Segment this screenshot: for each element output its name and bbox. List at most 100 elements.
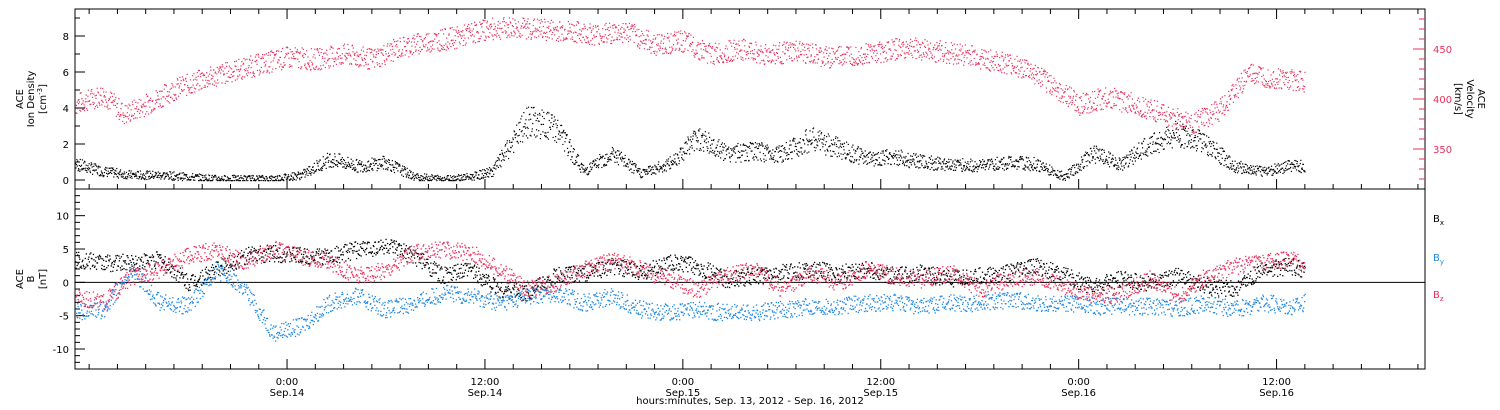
- velocity-point: [1229, 94, 1231, 96]
- velocity-point: [832, 48, 834, 50]
- density-point: [264, 180, 267, 182]
- velocity-point: [1027, 62, 1029, 64]
- density-point: [115, 173, 117, 176]
- velocity-point: [675, 39, 678, 41]
- velocity-point: [1033, 74, 1035, 76]
- velocity-point: [536, 28, 538, 30]
- velocity-point: [1058, 82, 1061, 85]
- velocity-point: [501, 31, 503, 33]
- density-point: [408, 174, 410, 176]
- velocity-point: [457, 30, 460, 32]
- velocity-point: [1230, 89, 1232, 91]
- density-point: [418, 176, 420, 179]
- density-point: [197, 174, 199, 176]
- density-point: [652, 168, 654, 171]
- velocity-point: [848, 55, 851, 57]
- velocity-point: [472, 28, 474, 30]
- velocity-point: [259, 69, 261, 71]
- density-point: [524, 126, 526, 128]
- velocity-point: [86, 108, 88, 110]
- density-point: [256, 177, 259, 179]
- velocity-point: [1116, 93, 1118, 95]
- velocity-point: [563, 29, 566, 31]
- velocity-point: [1067, 88, 1069, 90]
- velocity-point: [293, 52, 295, 55]
- velocity-point: [623, 31, 625, 33]
- density-point: [100, 173, 102, 176]
- density-point: [786, 154, 788, 157]
- density-point: [148, 175, 150, 177]
- density-point: [596, 157, 598, 160]
- density-point: [527, 137, 529, 139]
- velocity-point: [1267, 69, 1269, 71]
- velocity-point: [406, 41, 408, 43]
- velocity-point: [123, 123, 125, 125]
- velocity-point: [193, 73, 195, 75]
- velocity-point: [206, 72, 208, 74]
- velocity-point: [1013, 70, 1015, 72]
- density-point: [657, 163, 659, 166]
- velocity-point: [98, 101, 100, 103]
- density-point: [158, 174, 160, 176]
- density-point: [687, 138, 690, 140]
- density-point: [826, 135, 828, 138]
- velocity-point: [321, 56, 324, 58]
- velocity-point: [889, 58, 891, 60]
- velocity-point: [413, 41, 416, 43]
- velocity-point: [273, 54, 276, 56]
- density-point: [679, 151, 681, 153]
- velocity-point: [995, 55, 997, 57]
- velocity-point: [667, 52, 670, 54]
- density-point: [876, 153, 879, 155]
- density-point: [231, 180, 233, 182]
- velocity-point: [840, 61, 843, 63]
- velocity-point: [726, 61, 728, 63]
- density-point: [154, 171, 156, 174]
- velocity-point: [611, 36, 613, 38]
- velocity-point: [94, 105, 97, 108]
- velocity-point: [1075, 110, 1078, 112]
- velocity-point: [166, 100, 168, 102]
- density-point: [242, 180, 244, 182]
- velocity-point: [1273, 70, 1275, 73]
- velocity-point: [315, 65, 318, 67]
- density-point: [850, 155, 852, 158]
- density-point: [524, 127, 527, 129]
- velocity-point: [1288, 88, 1290, 90]
- density-point: [837, 140, 839, 142]
- density-point: [200, 179, 202, 181]
- velocity-point: [1088, 101, 1091, 104]
- velocity-point: [1160, 118, 1162, 120]
- density-point: [537, 120, 539, 122]
- velocity-point: [496, 36, 498, 38]
- density-point: [439, 179, 441, 181]
- velocity-point: [394, 45, 396, 47]
- velocity-point: [77, 102, 80, 105]
- velocity-point: [432, 44, 434, 46]
- density-point: [541, 109, 543, 111]
- velocity-point: [682, 51, 684, 53]
- density-point: [707, 147, 709, 150]
- velocity-point: [182, 78, 184, 80]
- velocity-point: [603, 35, 605, 38]
- velocity-point: [766, 49, 768, 51]
- density-point: [395, 162, 397, 164]
- density-point: [198, 173, 201, 175]
- velocity-point: [158, 106, 160, 108]
- density-point: [647, 166, 650, 168]
- velocity-point: [653, 52, 656, 54]
- density-point: [149, 170, 151, 172]
- density-point: [243, 180, 245, 182]
- velocity-point: [952, 63, 955, 65]
- velocity-point: [931, 54, 933, 56]
- velocity-point: [269, 54, 271, 56]
- velocity-point: [292, 55, 295, 57]
- velocity-point: [1240, 72, 1243, 75]
- velocity-point: [635, 35, 637, 37]
- density-point: [740, 150, 743, 152]
- velocity-point: [192, 75, 194, 77]
- velocity-point: [660, 42, 662, 44]
- density-point: [447, 178, 449, 180]
- velocity-point: [588, 27, 590, 29]
- density-point: [515, 134, 517, 136]
